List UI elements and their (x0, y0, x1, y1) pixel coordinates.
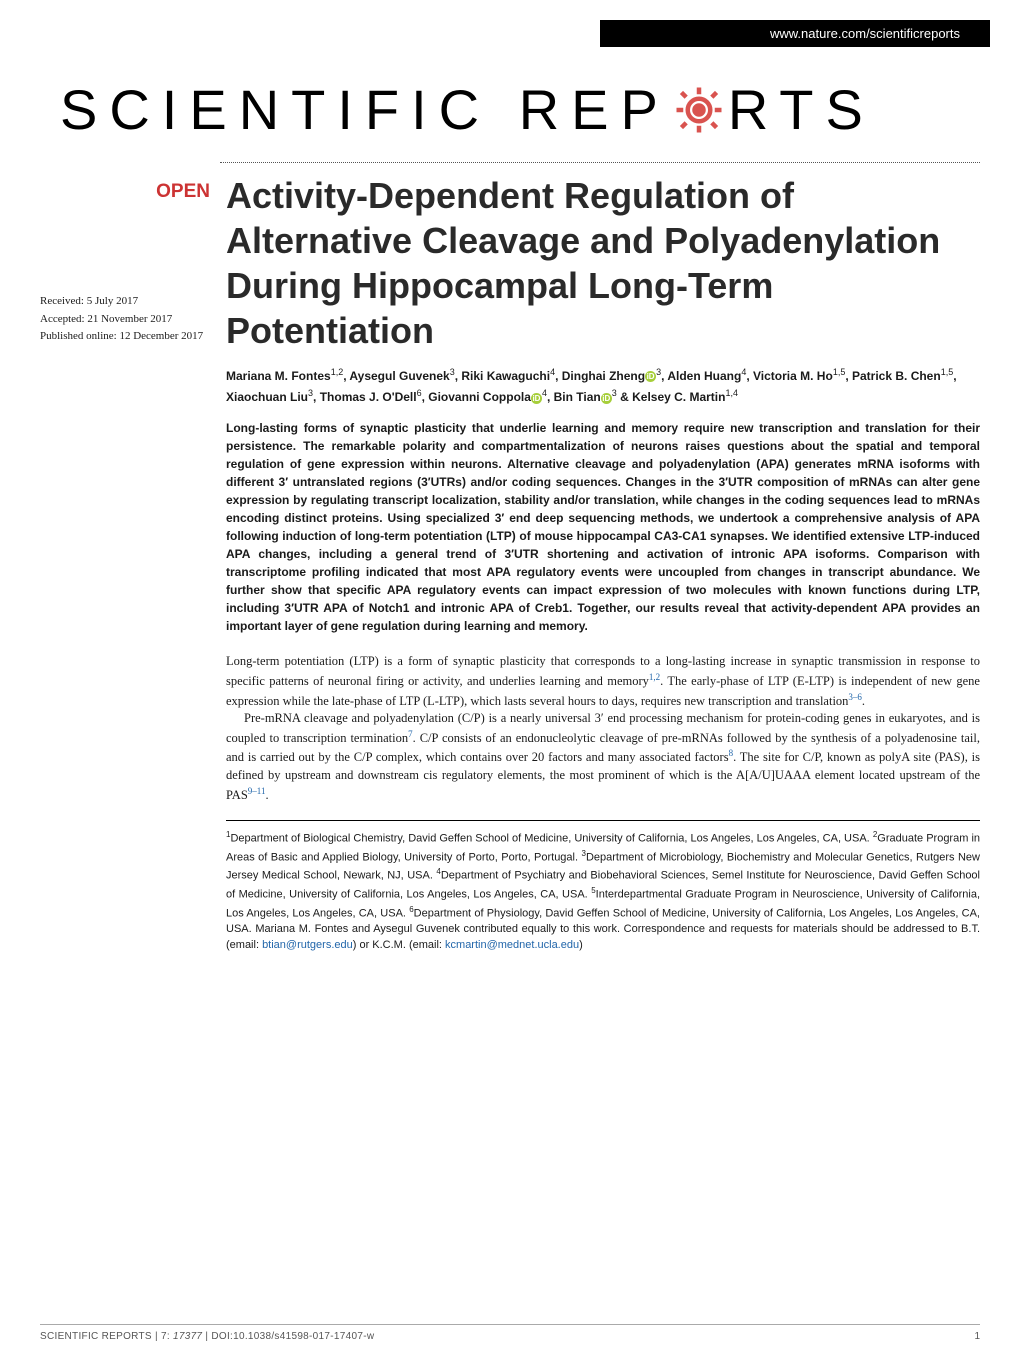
published-date: Published online: 12 December 2017 (40, 328, 220, 346)
article-title: Activity-Dependent Regulation of Alterna… (226, 173, 980, 353)
body-paragraph-2: Pre-mRNA cleavage and polyadenylation (C… (226, 710, 980, 804)
journal-name-part1: SCIENTIFIC (60, 77, 491, 142)
affiliations: 1Department of Biological Chemistry, Dav… (226, 829, 980, 954)
affiliation-divider (226, 820, 980, 821)
ref-link[interactable]: 1,2 (649, 672, 660, 682)
content-wrapper: OPEN Received: 5 July 2017 Accepted: 21 … (0, 163, 1020, 954)
footer-citation: SCIENTIFIC REPORTS | 7: 17377 | DOI:10.1… (40, 1331, 374, 1342)
journal-logo: SCIENTIFIC REP RTS (60, 77, 980, 142)
gear-icon (672, 83, 726, 137)
publication-dates: Received: 5 July 2017 Accepted: 21 Novem… (40, 293, 220, 346)
journal-name-part2: REP (519, 77, 670, 142)
received-date: Received: 5 July 2017 (40, 293, 220, 311)
open-access-badge: OPEN (40, 181, 220, 203)
right-column: Activity-Dependent Regulation of Alterna… (220, 173, 980, 954)
body-text: Long-term potentiation (LTP) is a form o… (226, 653, 980, 804)
header-url-bar: www.nature.com/scientificreports (600, 20, 990, 47)
accepted-date: Accepted: 21 November 2017 (40, 311, 220, 329)
authors-list: Mariana M. Fontes1,2, Aysegul Guvenek3, … (226, 365, 980, 407)
ref-link[interactable]: 9–11 (248, 786, 266, 796)
ref-link[interactable]: 3–6 (848, 692, 862, 702)
left-column: OPEN Received: 5 July 2017 Accepted: 21 … (40, 173, 220, 954)
page-number: 1 (974, 1331, 980, 1342)
header-url[interactable]: www.nature.com/scientificreports (770, 26, 960, 41)
journal-name-part3: RTS (728, 77, 875, 142)
footer: SCIENTIFIC REPORTS | 7: 17377 | DOI:10.1… (40, 1324, 980, 1342)
abstract: Long-lasting forms of synaptic plasticit… (226, 419, 980, 635)
body-paragraph-1: Long-term potentiation (LTP) is a form o… (226, 653, 980, 710)
